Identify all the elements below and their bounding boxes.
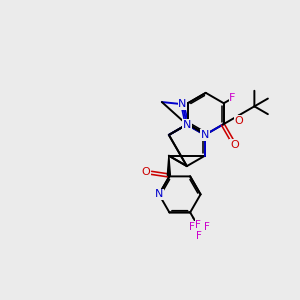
Text: N: N [178,99,187,109]
Text: F: F [196,231,202,241]
Text: F: F [195,220,201,230]
Text: N: N [183,119,191,130]
Polygon shape [167,156,170,176]
Text: F: F [204,222,210,232]
Text: F: F [229,93,236,103]
Text: O: O [235,116,243,125]
Text: O: O [230,140,239,149]
Text: F: F [189,222,195,232]
Text: N: N [155,189,163,200]
Text: N: N [201,130,209,140]
Text: O: O [142,167,150,177]
